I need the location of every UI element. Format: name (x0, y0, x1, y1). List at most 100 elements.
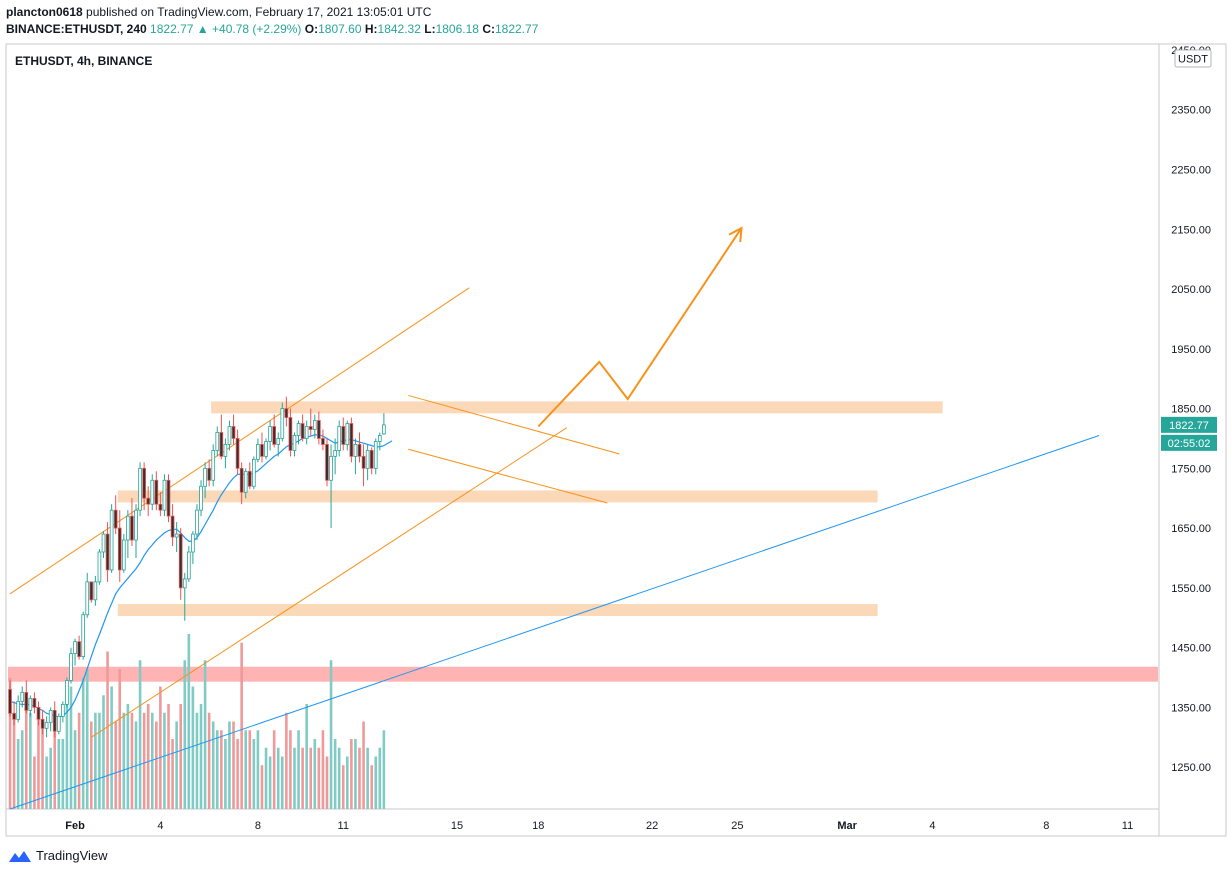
candle (166, 474, 171, 523)
candle-body (12, 712, 16, 720)
candle-body (113, 509, 118, 529)
brand-name: TradingView (36, 848, 108, 863)
currency-badge[interactable]: USDT (1174, 49, 1212, 68)
candle (174, 522, 179, 553)
zone-2 (117, 604, 878, 616)
chart-header: plancton0618 published on TradingView.co… (6, 4, 1226, 38)
y-tick-label: 2250.00 (1171, 165, 1211, 177)
candle (187, 546, 191, 582)
candle-body (32, 698, 37, 708)
candle-body (195, 509, 199, 535)
candle (215, 426, 220, 457)
candle (24, 680, 29, 714)
candle-body (312, 420, 317, 430)
channel-trendline-0 (9, 287, 470, 595)
candle-body (268, 426, 272, 442)
candle-body (117, 527, 122, 571)
author-name[interactable]: plancton0618 (6, 5, 83, 19)
candle (48, 707, 53, 732)
volume-bar (155, 721, 158, 809)
candle-body (121, 539, 126, 571)
candle-body (247, 470, 252, 487)
volume-bar (191, 686, 195, 809)
channel-trendline-1 (91, 427, 568, 738)
candle-body (341, 426, 346, 445)
candle (134, 504, 138, 558)
candle-body (142, 467, 146, 499)
y-tick-label: 1850.00 (1171, 404, 1211, 416)
candle-body (187, 551, 191, 580)
countdown-box (1161, 434, 1217, 451)
volume-bar (126, 704, 130, 809)
candle (109, 504, 114, 573)
candle-body (345, 423, 350, 445)
candle-body (203, 467, 207, 487)
volume-bar (94, 712, 97, 809)
candle-body (219, 432, 224, 457)
channel-trendline-3 (408, 448, 608, 504)
candle-body (365, 450, 370, 469)
candle (260, 432, 264, 463)
candle (357, 432, 362, 463)
candle-body (369, 450, 374, 469)
volume-bar (45, 756, 48, 809)
publish-line: plancton0618 published on TradingView.co… (6, 4, 1226, 21)
price-axis[interactable]: 1250.00 1350.00 1450.00 1550.00 1650.00 1750.… (1171, 45, 1211, 774)
candle (329, 444, 333, 529)
candle-body (170, 515, 175, 538)
y-tick-label: 1350.00 (1171, 702, 1211, 714)
candle (44, 716, 49, 738)
volume-bar (85, 669, 89, 809)
candles-layer[interactable] (8, 396, 386, 738)
volume-bar (90, 721, 93, 809)
candle (207, 459, 211, 487)
candle (191, 531, 195, 564)
support-trendline (9, 434, 1100, 810)
y-tick-label: 1650.00 (1171, 523, 1211, 535)
candle (8, 680, 12, 717)
candle (345, 420, 350, 451)
zone-0 (211, 401, 943, 414)
volume-bar (317, 747, 321, 809)
zone-3 (8, 666, 1158, 682)
candle-body (252, 458, 256, 487)
x-tick-label: 15 (451, 820, 463, 832)
candle (203, 462, 207, 499)
last-price-tag: 1822.77 02:55:02 (1161, 416, 1217, 451)
x-tick-label: 4 (929, 820, 935, 832)
candle-body (349, 423, 354, 457)
volume-bar (163, 712, 166, 809)
chart-frame (5, 43, 1227, 837)
zone-1 (117, 490, 878, 503)
y-tick-label: 2150.00 (1171, 224, 1211, 236)
ohlc-line: BINANCE:ETHUSDT, 240 1822.77 ▲ +40.78 (+… (6, 21, 1226, 38)
candle-body (382, 424, 386, 435)
x-tick-label: 8 (255, 820, 261, 832)
trendlines-layer (9, 287, 1100, 810)
candle-body (231, 426, 236, 439)
candle (296, 420, 301, 445)
candle (16, 695, 20, 723)
time-axis[interactable]: Feb 4 8 11 15 18 22 25 Mar 4 8 11 (65, 820, 1133, 832)
open-label: O: (304, 22, 319, 36)
candle (276, 432, 281, 457)
candle-body (337, 426, 342, 451)
low-label: L: (424, 22, 436, 36)
candle-body (8, 689, 12, 714)
x-tick-label: 22 (646, 820, 658, 832)
volume-bar (289, 730, 292, 809)
candle-body (162, 479, 167, 511)
symbol-label: BINANCE:ETHUSDT, 240 (6, 22, 147, 36)
volume-bar (264, 747, 268, 809)
candle-body (280, 408, 285, 439)
volume-bar (179, 704, 183, 809)
candle-body (182, 578, 187, 589)
volume-bar (16, 739, 20, 809)
footer-brand[interactable]: TradingView (8, 848, 108, 863)
volume-bar (280, 756, 284, 809)
volume-bar (228, 721, 231, 809)
volume-bar (362, 721, 365, 809)
candle (93, 575, 98, 606)
